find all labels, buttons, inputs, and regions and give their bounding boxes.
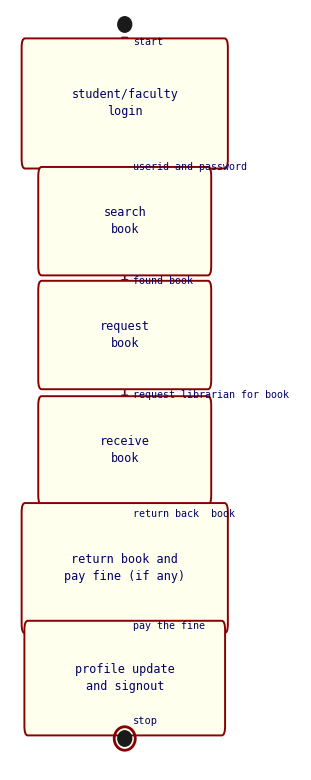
Text: userid and password: userid and password xyxy=(133,162,247,172)
Text: search
book: search book xyxy=(103,206,146,236)
Ellipse shape xyxy=(118,16,132,32)
Text: student/faculty
login: student/faculty login xyxy=(71,88,178,119)
FancyBboxPatch shape xyxy=(24,621,225,736)
Text: receive
book: receive book xyxy=(100,435,150,466)
Text: return back  book: return back book xyxy=(133,509,235,519)
Text: pay the fine: pay the fine xyxy=(133,621,205,631)
FancyBboxPatch shape xyxy=(22,38,228,168)
Text: profile update
and signout: profile update and signout xyxy=(75,663,174,693)
Text: start: start xyxy=(133,37,163,47)
FancyBboxPatch shape xyxy=(38,167,211,275)
Text: request librarian for book: request librarian for book xyxy=(133,391,289,400)
FancyBboxPatch shape xyxy=(38,281,211,389)
Text: found book: found book xyxy=(133,276,193,285)
FancyBboxPatch shape xyxy=(22,503,228,633)
Text: request
book: request book xyxy=(100,320,150,350)
FancyBboxPatch shape xyxy=(38,396,211,505)
Text: stop: stop xyxy=(133,716,158,725)
Ellipse shape xyxy=(118,731,132,746)
Text: return book and
pay fine (if any): return book and pay fine (if any) xyxy=(64,553,185,583)
